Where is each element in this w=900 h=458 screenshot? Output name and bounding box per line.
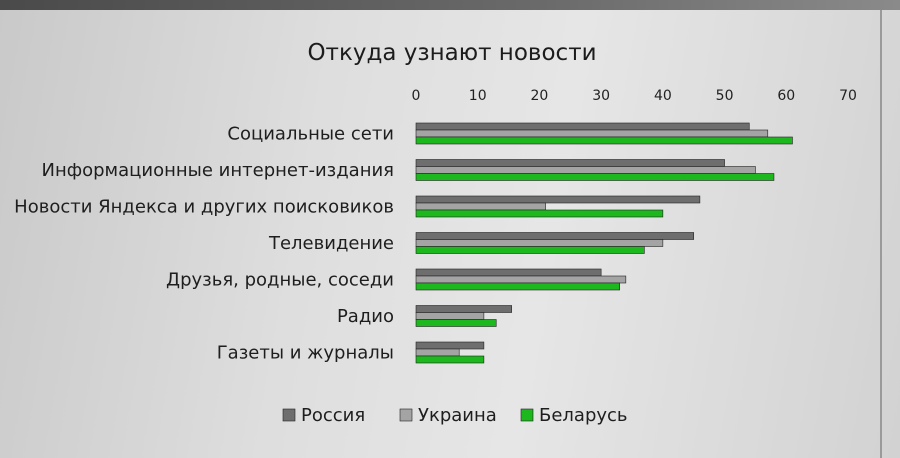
x-tick-label: 40 — [654, 88, 672, 104]
legend-label: Беларусь — [539, 405, 628, 426]
x-tick-label: 30 — [592, 88, 610, 104]
bar-2-5 — [415, 319, 497, 327]
bar-1-2 — [415, 202, 546, 211]
legend-swatch — [282, 408, 296, 422]
bar-1-6 — [415, 348, 460, 357]
bar-0-3 — [415, 232, 695, 240]
bar-1-0 — [415, 129, 769, 138]
category-label: Новости Яндекса и других поисковиков — [14, 197, 394, 218]
category-label: Телевидение — [268, 233, 394, 254]
bar-2-2 — [415, 209, 664, 218]
page-frame — [0, 10, 882, 458]
bar-1-3 — [415, 239, 664, 247]
x-tick-label: 70 — [839, 88, 857, 104]
bar-2-3 — [415, 246, 645, 254]
bar-1-1 — [415, 166, 756, 174]
legend: Россия Украина Беларусь — [282, 405, 628, 426]
x-axis-ticks: 0 10 20 30 40 50 60 70 — [412, 88, 857, 104]
bar-2-4 — [415, 282, 620, 291]
legend-swatch — [399, 408, 413, 422]
bar-0-0 — [415, 122, 750, 131]
legend-label: Россия — [301, 405, 365, 426]
bar-1-4 — [415, 275, 627, 284]
category-label: Радио — [337, 306, 394, 327]
x-tick-label: 0 — [412, 88, 421, 104]
x-tick-label: 60 — [777, 88, 795, 104]
x-tick-label: 20 — [531, 88, 549, 104]
bar-2-6 — [415, 355, 485, 364]
bar-0-6 — [415, 341, 485, 350]
category-labels: Социальные сети Информационные интернет-и… — [14, 124, 394, 364]
category-label: Информационные интернет-издания — [42, 160, 395, 181]
bar-0-1 — [415, 159, 725, 167]
bar-0-4 — [415, 268, 602, 277]
x-tick-label: 10 — [469, 88, 487, 104]
page-top-strip — [0, 0, 900, 10]
category-label: Друзья, родные, соседи — [166, 270, 394, 291]
bar-0-5 — [415, 305, 512, 313]
bar-2-1 — [415, 173, 775, 181]
legend-label: Украина — [418, 405, 497, 426]
bars — [415, 122, 793, 364]
bar-1-5 — [415, 312, 485, 320]
category-label: Газеты и журналы — [217, 343, 394, 364]
bar-2-0 — [415, 136, 793, 145]
bar-0-2 — [415, 195, 701, 204]
x-tick-label: 50 — [716, 88, 734, 104]
chart-title: Откуда узнают новости — [307, 40, 596, 66]
legend-swatch — [520, 408, 534, 422]
category-label: Социальные сети — [227, 124, 394, 145]
